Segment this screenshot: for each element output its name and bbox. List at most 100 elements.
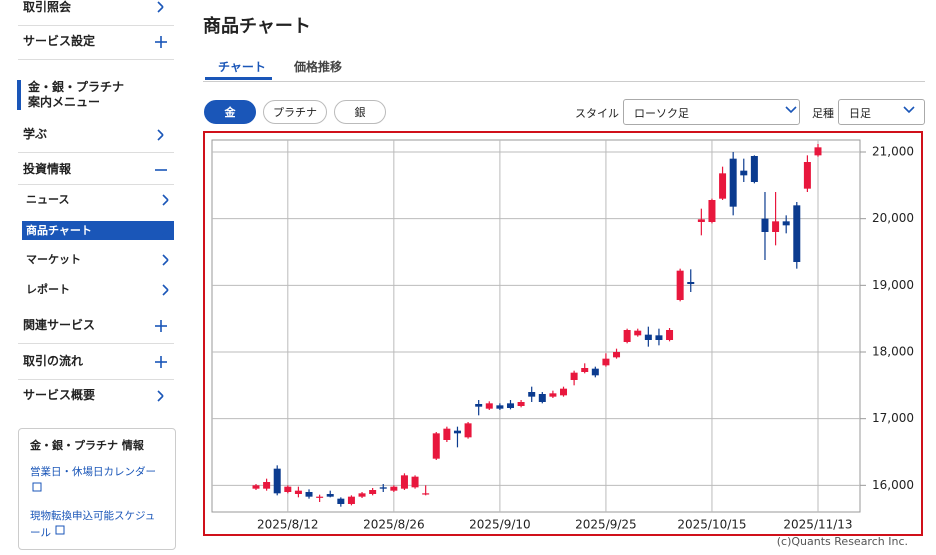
y-tick-label: 20,000 <box>872 211 914 225</box>
candle-body <box>644 334 652 340</box>
x-tick-label: 2025/11/13 <box>783 518 852 532</box>
candle-body <box>803 162 811 189</box>
info-box <box>18 428 176 550</box>
menu-item[interactable]: 投資情報 <box>23 162 72 176</box>
menu-item[interactable]: 学ぶ <box>23 127 48 141</box>
period-label: 足種 <box>812 107 834 120</box>
chevron-icon <box>157 129 164 141</box>
candle-body <box>602 358 610 366</box>
menu-item[interactable]: ニュース <box>26 193 70 206</box>
candle-body <box>687 282 695 284</box>
candle-body <box>761 218 769 232</box>
candle-body <box>538 394 546 402</box>
candle-body <box>422 493 430 495</box>
menu-item[interactable]: 商品チャート <box>22 221 174 240</box>
candle-body <box>814 147 822 156</box>
menu-item[interactable]: 取引照会 <box>23 0 72 14</box>
menu-item[interactable]: 関連サービス <box>23 318 96 332</box>
chart: 16,000 17,000 18,000 19,000 20,000 21,000 2025… <box>203 131 923 536</box>
y-tick-label: 21,000 <box>872 145 914 159</box>
separator <box>18 59 174 60</box>
chevron-icon <box>162 254 169 266</box>
candle-body <box>623 330 631 342</box>
x-tick-label: 2025/10/15 <box>677 518 746 532</box>
menu-item[interactable]: マーケット <box>26 253 81 266</box>
tab-divider <box>203 81 925 82</box>
candle-body <box>560 388 568 396</box>
style-label: スタイル <box>575 107 619 120</box>
candle-body <box>528 392 536 397</box>
candle-body <box>294 490 302 494</box>
candle-body <box>337 498 345 504</box>
tab[interactable]: チャート <box>218 60 266 74</box>
candle-body <box>496 405 504 409</box>
menu-item[interactable]: 金・銀・プラチナ 案内メニュー <box>28 80 125 109</box>
chevron-icon <box>157 1 164 13</box>
candle-body <box>666 330 674 340</box>
metal-button[interactable]: プラチナ <box>263 100 327 124</box>
section-bar <box>17 80 21 110</box>
plot-frame <box>211 139 861 513</box>
candle-body <box>464 423 472 438</box>
x-tick-label: 2025/8/26 <box>363 518 425 532</box>
candle-body <box>400 475 408 489</box>
info-link[interactable]: 営業日・休場日カレンダー <box>30 466 156 478</box>
separator <box>18 184 174 185</box>
candle-body <box>506 403 514 408</box>
plus-icon <box>155 36 167 48</box>
candle-body <box>581 368 589 372</box>
candle-body <box>655 335 663 340</box>
candle-body <box>517 402 525 406</box>
candle-body <box>549 393 557 397</box>
metal-button[interactable]: 銀 <box>334 100 386 124</box>
candle-body <box>284 486 292 492</box>
period-select[interactable]: 日足 <box>838 99 925 125</box>
candle-body <box>719 173 727 199</box>
x-tick-label: 2025/9/10 <box>469 518 531 532</box>
candle-body <box>358 493 366 497</box>
info-link[interactable]: 現物転換申込可能スケジュール <box>30 510 156 539</box>
candle-body <box>432 433 440 459</box>
candle-body <box>475 404 483 407</box>
candle-body <box>390 486 398 491</box>
y-tick-label: 16,000 <box>872 478 914 492</box>
menu-item[interactable]: サービス設定 <box>23 34 96 48</box>
chevron-icon <box>162 284 169 296</box>
y-tick-label: 18,000 <box>872 345 914 359</box>
separator <box>18 25 174 26</box>
candle-body <box>379 487 387 489</box>
x-tick-label: 2025/8/12 <box>257 518 319 532</box>
candle-body <box>570 372 578 380</box>
metal-button[interactable]: 金 <box>204 100 256 124</box>
candle-body <box>411 476 419 488</box>
candle-body <box>591 368 599 376</box>
candle-body <box>316 496 324 498</box>
menu-item[interactable]: サービス概要 <box>23 388 96 402</box>
menu-item[interactable]: 取引の流れ <box>23 354 84 368</box>
candle-body <box>263 482 271 489</box>
candle-body <box>782 221 790 226</box>
candle-body <box>443 428 451 440</box>
candle-body <box>676 270 684 300</box>
candle-body <box>697 219 705 222</box>
candle-body <box>708 200 716 222</box>
candle-body <box>453 430 461 434</box>
candle-body <box>772 221 780 232</box>
menu-item[interactable]: レポート <box>26 283 70 296</box>
candle-body <box>634 330 642 336</box>
x-tick-label: 2025/9/25 <box>575 518 637 532</box>
copyright: (c)Quants Research Inc. <box>776 535 908 548</box>
chevron-icon <box>157 390 164 402</box>
candle-body <box>485 403 493 409</box>
separator <box>18 343 174 344</box>
tab[interactable]: 価格推移 <box>294 60 343 74</box>
y-tick-label: 17,000 <box>872 411 914 425</box>
candle-body <box>729 158 737 207</box>
candle-body <box>305 492 313 497</box>
y-tick-label: 19,000 <box>872 278 914 292</box>
info-title: 金・銀・プラチナ 情報 <box>30 439 144 452</box>
candle-body <box>793 205 801 262</box>
candle-body <box>326 494 334 497</box>
style-select[interactable]: ローソク足 <box>623 99 800 125</box>
